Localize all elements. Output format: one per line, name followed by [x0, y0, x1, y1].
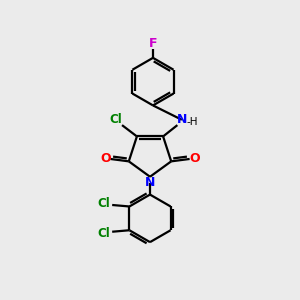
- Text: F: F: [149, 37, 157, 50]
- Text: O: O: [100, 152, 111, 165]
- Text: -H: -H: [187, 117, 198, 127]
- Text: Cl: Cl: [110, 113, 122, 126]
- Text: N: N: [177, 113, 187, 126]
- Text: O: O: [189, 152, 200, 165]
- Text: Cl: Cl: [98, 197, 110, 210]
- Text: N: N: [145, 176, 155, 189]
- Text: Cl: Cl: [98, 227, 110, 240]
